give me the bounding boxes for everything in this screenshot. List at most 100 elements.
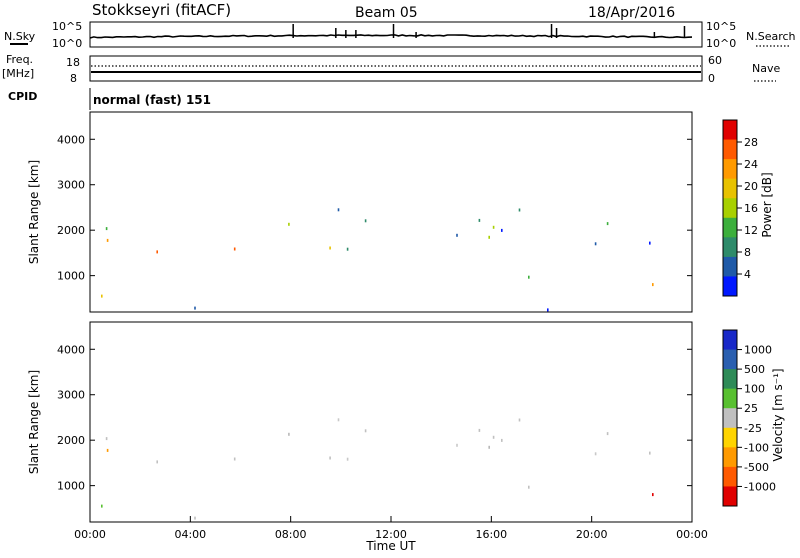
power-colorbar-label: Power [dB]	[760, 172, 774, 237]
x-tick-label: 20:00	[576, 528, 608, 541]
power-pixel	[492, 225, 495, 229]
velocity-panel-frame	[89, 321, 693, 523]
colorbar-swatch	[723, 447, 737, 468]
x-tick-label: 12:00	[375, 528, 407, 541]
velocity-pixel	[518, 418, 521, 422]
nave-bottom-tick: 0	[708, 72, 715, 85]
power-colorbar: 28 24 20 16 12 8 4	[722, 119, 758, 297]
nsky-bottom-tick: 10^0	[52, 37, 82, 50]
colorbar-swatch	[723, 276, 737, 297]
power-pixel	[478, 218, 481, 222]
colorbar-tick-label: 20	[744, 180, 758, 193]
nave-top-tick: 60	[708, 54, 722, 67]
freq-unit-label: [MHz]	[2, 67, 34, 80]
colorbar-swatch	[723, 178, 737, 199]
power-y-axis: 1000 2000 3000 4000	[57, 133, 692, 283]
velocity-pixel	[594, 452, 597, 456]
freq-label: Freq.	[6, 53, 33, 66]
x-tick-label: 08:00	[275, 528, 307, 541]
y-tick-label: 4000	[57, 343, 85, 356]
beam-title: Beam 05	[355, 5, 418, 21]
colorbar-tick-label: 8	[744, 246, 751, 259]
power-pixel	[528, 275, 530, 279]
velocity-pixel	[194, 516, 196, 520]
power-pixel	[652, 283, 654, 287]
velocity-pixel	[501, 438, 503, 442]
power-pixel	[594, 242, 597, 246]
y-tick-label: 3000	[57, 179, 85, 192]
nsky-label: N.Sky	[4, 30, 36, 43]
power-pixel	[456, 233, 458, 237]
colorbar-swatch	[723, 159, 737, 180]
nsearch-label: N.Search	[746, 30, 796, 43]
velocity-y-axis: 1000 2000 3000 4000	[57, 343, 692, 493]
velocity-pixel	[606, 432, 609, 436]
y-tick-label: 4000	[57, 133, 85, 146]
colorbar-swatch	[723, 369, 737, 390]
colorbar-swatch	[723, 120, 737, 141]
power-ylabel: Slant Range [km]	[27, 160, 41, 264]
colorbar-tick-label: -100	[744, 441, 769, 454]
freq-top-tick: 18	[66, 56, 80, 69]
power-pixel	[105, 227, 108, 231]
x-tick-label: 00:00	[74, 528, 106, 541]
nsky-trace	[89, 33, 693, 39]
velocity-pixel	[233, 457, 236, 461]
power-pixel	[346, 247, 349, 251]
power-pixel	[337, 208, 340, 212]
colorbar-swatch	[723, 349, 737, 370]
nsearch-top-tick: 10^5	[706, 20, 736, 33]
y-tick-label: 1000	[57, 480, 85, 493]
date-title: 18/Apr/2016	[588, 5, 675, 21]
velocity-pixel	[346, 457, 349, 461]
velocity-colorbar-label: Velocity [m s⁻¹]	[771, 368, 785, 461]
velocity-pixel	[106, 448, 109, 452]
power-panel: 1000 2000 3000 4000 Slant Range [km]	[27, 111, 693, 313]
colorbar-swatch	[723, 388, 737, 409]
velocity-pixel	[101, 504, 103, 508]
colorbar-swatch	[723, 139, 737, 160]
colorbar-tick-label: 500	[744, 363, 765, 376]
power-pixel	[606, 222, 609, 226]
colorbar-swatch	[723, 427, 737, 448]
colorbar-tick-label: 12	[744, 224, 758, 237]
freq-bottom-tick: 8	[70, 72, 77, 85]
power-pixel	[649, 241, 651, 245]
x-tick-label: 16:00	[475, 528, 507, 541]
y-tick-label: 1000	[57, 270, 85, 283]
power-pixel	[106, 238, 109, 242]
colorbar-swatch	[723, 217, 737, 238]
nsearch-bottom-tick: 10^0	[706, 37, 736, 50]
power-pixel	[233, 247, 236, 251]
cpid-label: CPID	[8, 90, 37, 103]
colorbar-tick-label: 100	[744, 383, 765, 396]
colorbar-frame	[722, 329, 738, 507]
power-panel-frame	[89, 111, 693, 313]
colorbar-swatch	[723, 198, 737, 219]
velocity-heatmap-data	[101, 418, 654, 520]
colorbar-tick-label: 1000	[744, 344, 772, 357]
nsky-spikes	[292, 24, 686, 38]
y-tick-label: 2000	[57, 224, 85, 237]
time-axis-label: Time UT	[365, 539, 416, 553]
velocity-pixel	[478, 428, 481, 432]
velocity-pixel	[156, 460, 158, 464]
nsky-top-tick: 10^5	[52, 20, 82, 33]
power-heatmap-data	[101, 208, 654, 312]
colorbar-tick-label: -25	[744, 422, 762, 435]
power-pixel	[156, 250, 158, 254]
freq-strip-frame	[89, 55, 703, 82]
power-pixel	[364, 219, 367, 223]
x-tick-label: 00:00	[676, 528, 708, 541]
colorbar-tick-label: 24	[744, 158, 758, 171]
velocity-pixel	[492, 435, 495, 439]
velocity-pixel	[288, 432, 290, 436]
velocity-pixel	[337, 418, 340, 422]
colorbar-swatch	[723, 256, 737, 277]
power-pixel	[288, 222, 290, 226]
velocity-pixel	[488, 445, 490, 449]
colorbar-swatch	[723, 237, 737, 258]
colorbar-swatch	[723, 486, 737, 507]
colorbar-tick-label: -500	[744, 461, 769, 474]
